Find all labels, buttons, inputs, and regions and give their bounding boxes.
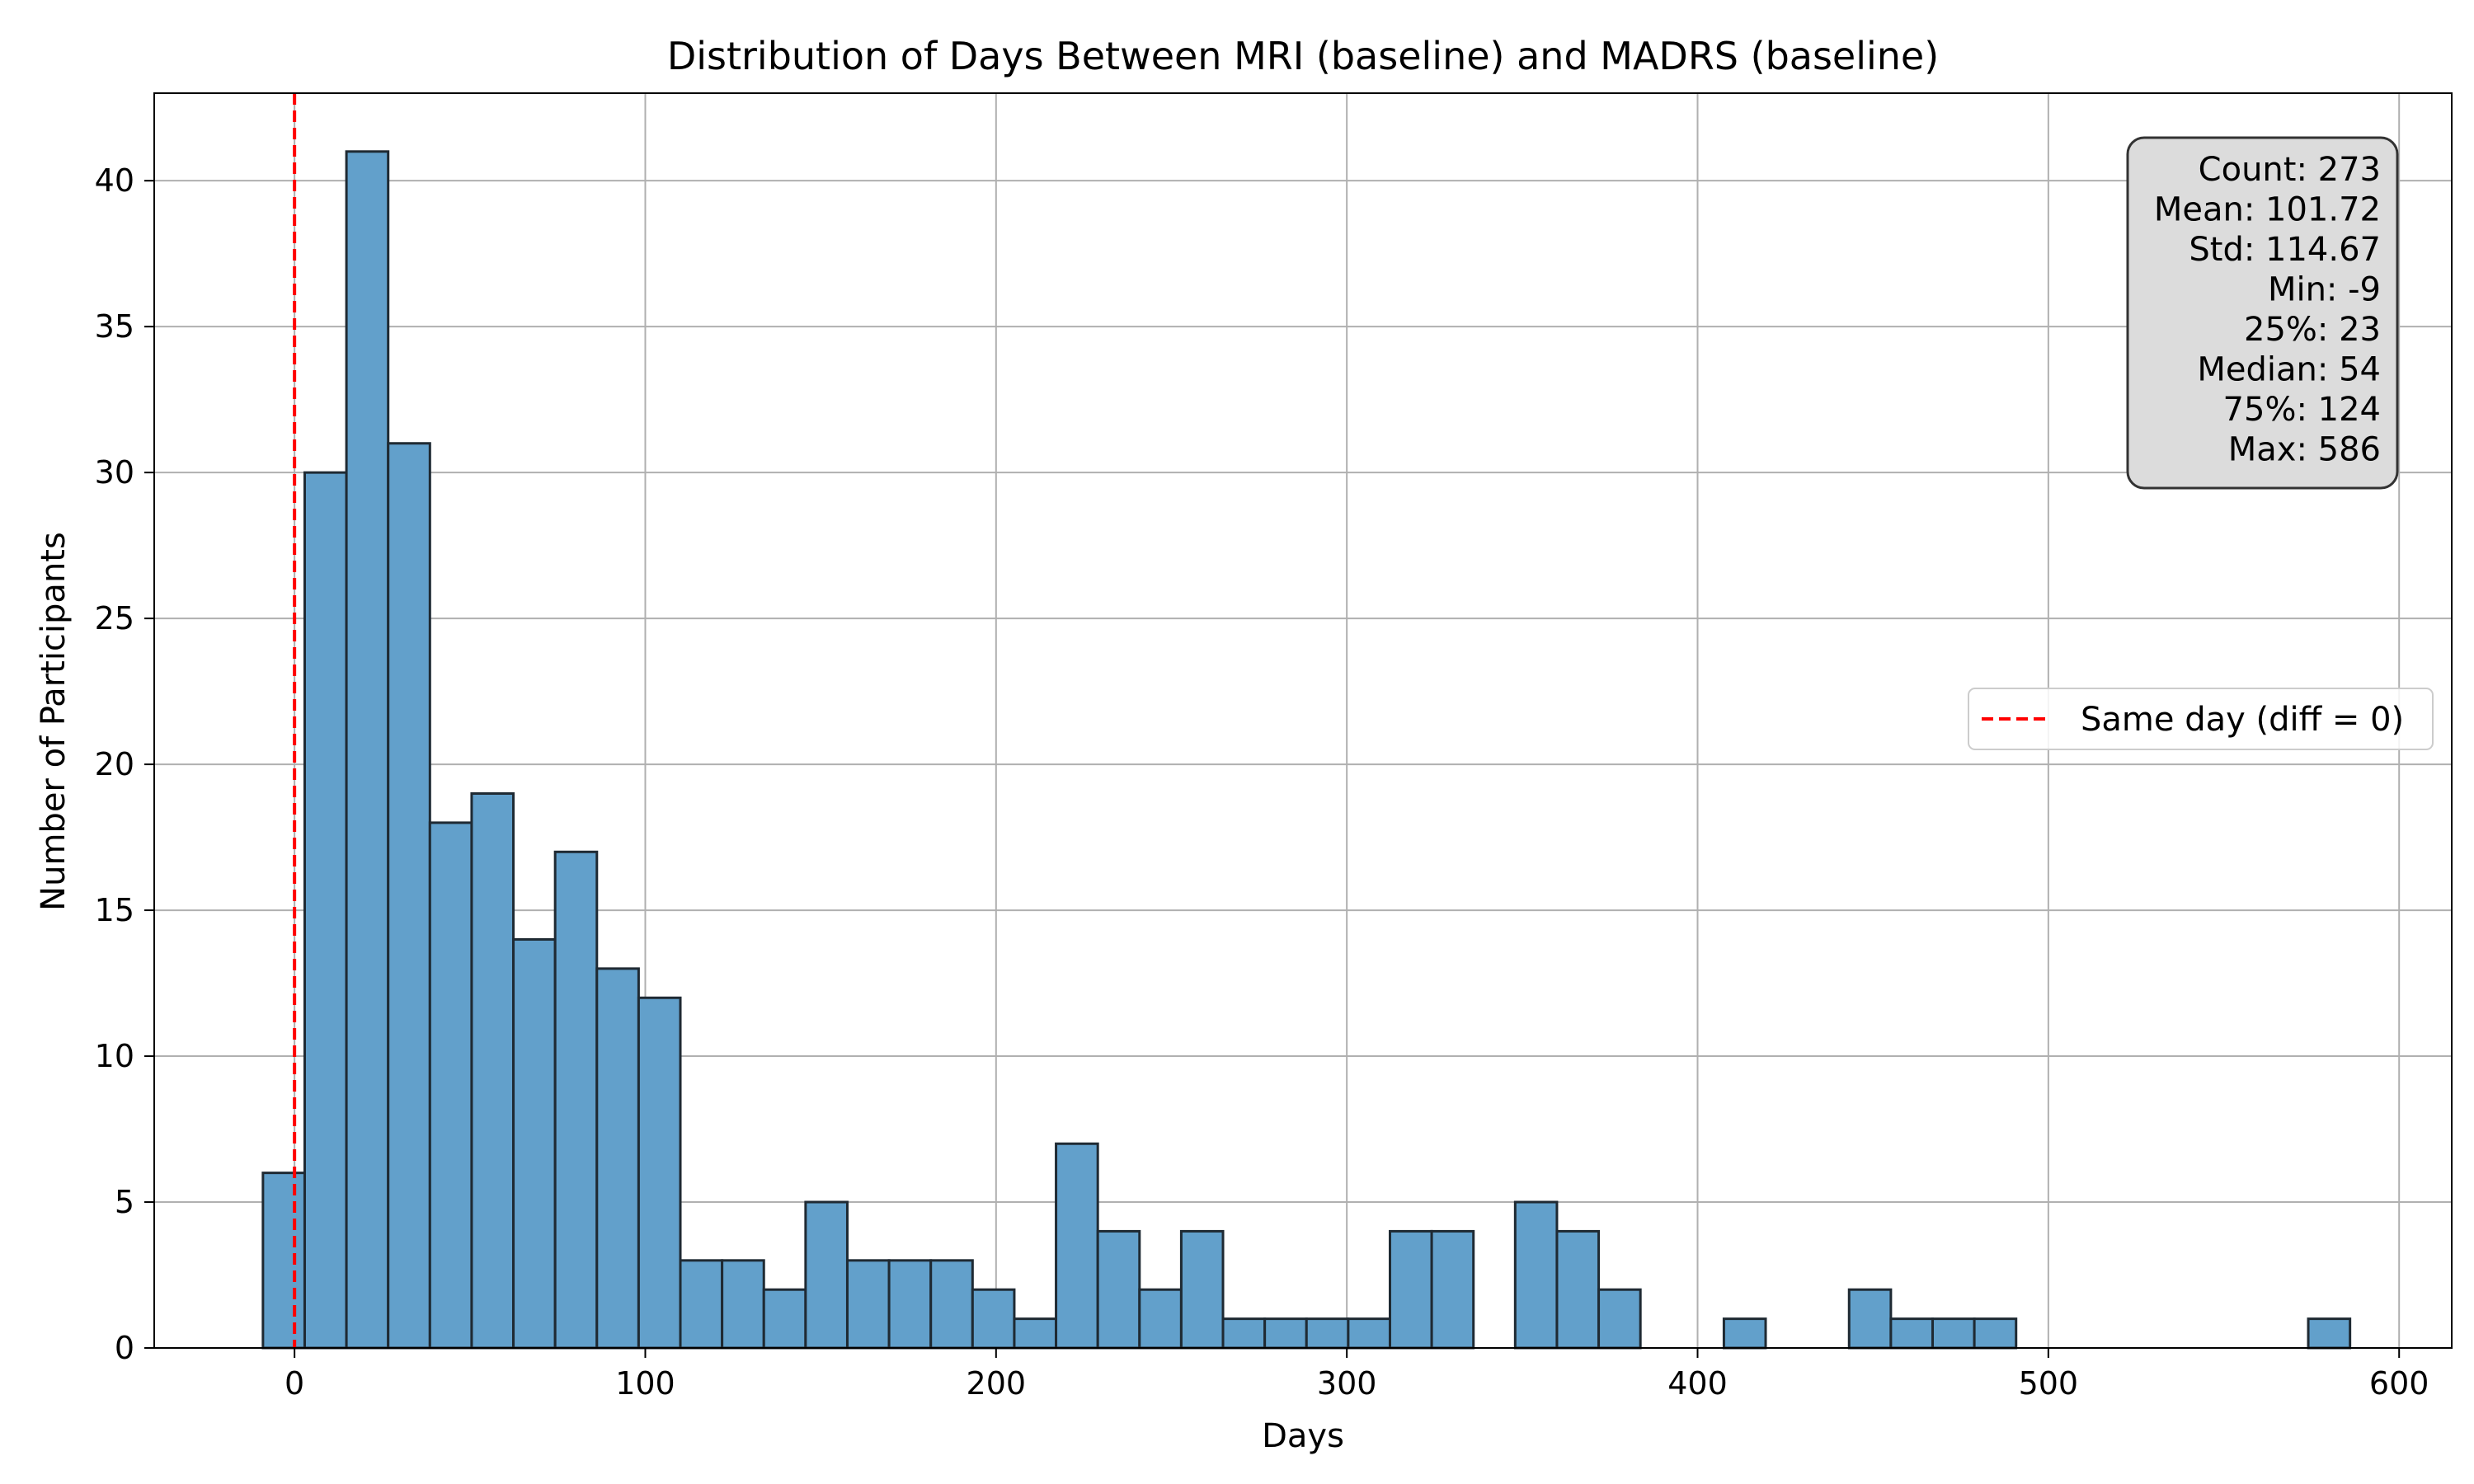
histogram-bar — [1931, 1317, 1976, 1350]
histogram-bar — [804, 1200, 849, 1350]
stats-line: Min: -9 — [2268, 271, 2381, 309]
histogram-bar — [1889, 1317, 1934, 1350]
histogram-bar — [762, 1288, 807, 1350]
histogram-bar — [679, 1259, 724, 1350]
histogram-bar — [595, 967, 640, 1350]
y-tick-label: 40 — [95, 162, 134, 199]
histogram-bar — [1555, 1229, 1601, 1350]
stats-line: 25%: 23 — [2244, 311, 2381, 349]
histogram-bar — [1847, 1288, 1893, 1350]
chart-title: Distribution of Days Between MRI (baseli… — [667, 34, 1939, 78]
histogram-bar — [1096, 1229, 1141, 1350]
histogram-bar — [1388, 1229, 1433, 1350]
histogram-bar — [345, 150, 390, 1350]
histogram-bar — [971, 1288, 1016, 1350]
histogram-bar — [1305, 1317, 1350, 1350]
stats-line: Std: 114.67 — [2189, 231, 2381, 269]
x-axis-ticks: 0 100 200 300 400 500 600 — [285, 1348, 2429, 1402]
stats-box-background — [2126, 136, 2399, 490]
y-tick-label: 35 — [95, 308, 134, 345]
legend: Same day (diff = 0) — [1968, 688, 2434, 750]
histogram-bar — [428, 821, 473, 1350]
histogram-bar — [929, 1259, 974, 1350]
histogram-bar — [1013, 1317, 1058, 1350]
histogram-bar — [1138, 1288, 1183, 1350]
histogram-bar — [887, 1259, 933, 1350]
histogram-bar — [1263, 1317, 1308, 1350]
histogram-bar — [303, 471, 348, 1350]
y-tick-label: 20 — [95, 746, 134, 782]
x-tick-label: 200 — [967, 1365, 1027, 1402]
histogram-bar — [1513, 1200, 1559, 1350]
stats-line: Mean: 101.72 — [2154, 191, 2381, 229]
plot-frame — [153, 92, 2453, 1349]
histogram-bar — [1597, 1288, 1642, 1350]
stats-line: Count: 273 — [2199, 151, 2381, 189]
legend-frame — [1968, 688, 2434, 750]
histogram-bar — [512, 937, 557, 1350]
y-tick-label: 25 — [95, 600, 134, 636]
histogram-bar — [845, 1259, 891, 1350]
y-tick-label: 15 — [95, 892, 134, 928]
legend-label: Same day (diff = 0) — [2081, 701, 2404, 739]
y-tick-label: 30 — [95, 454, 134, 491]
x-tick-label: 400 — [1667, 1365, 1728, 1402]
x-tick-label: 300 — [1317, 1365, 1377, 1402]
x-tick-label: 0 — [285, 1365, 304, 1402]
histogram-bar — [1973, 1317, 2018, 1350]
y-axis-label: Number of Participants — [35, 532, 73, 911]
y-tick-label: 10 — [95, 1038, 134, 1074]
x-tick-label: 600 — [2369, 1365, 2429, 1402]
histogram-bar — [1221, 1317, 1267, 1350]
histogram-bar — [553, 850, 599, 1350]
y-tick-label: 5 — [115, 1184, 134, 1220]
x-axis-label: Days — [1262, 1417, 1344, 1455]
histogram-bar — [721, 1259, 765, 1350]
histogram-bar — [470, 791, 515, 1350]
histogram-bar — [1347, 1317, 1391, 1350]
stats-line: Max: 586 — [2228, 431, 2381, 469]
x-tick-label: 500 — [2019, 1365, 2079, 1402]
y-tick-label: 0 — [115, 1330, 134, 1366]
histogram-bar — [1055, 1142, 1099, 1350]
histogram-bars — [261, 150, 2352, 1350]
stats-line: 75%: 124 — [2223, 391, 2381, 429]
histogram-bar — [1722, 1317, 1767, 1350]
stats-line: Median: 54 — [2197, 351, 2381, 389]
histogram-bar — [387, 442, 431, 1350]
y-axis-ticks: 0 5 10 15 20 25 30 35 40 — [95, 162, 154, 1366]
x-tick-label: 100 — [615, 1365, 675, 1402]
histogram-bar — [2307, 1317, 2352, 1350]
histogram-bar — [261, 1172, 306, 1350]
histogram-bar — [1179, 1229, 1225, 1350]
histogram-bar — [1430, 1229, 1475, 1350]
histogram-bar — [637, 996, 682, 1350]
